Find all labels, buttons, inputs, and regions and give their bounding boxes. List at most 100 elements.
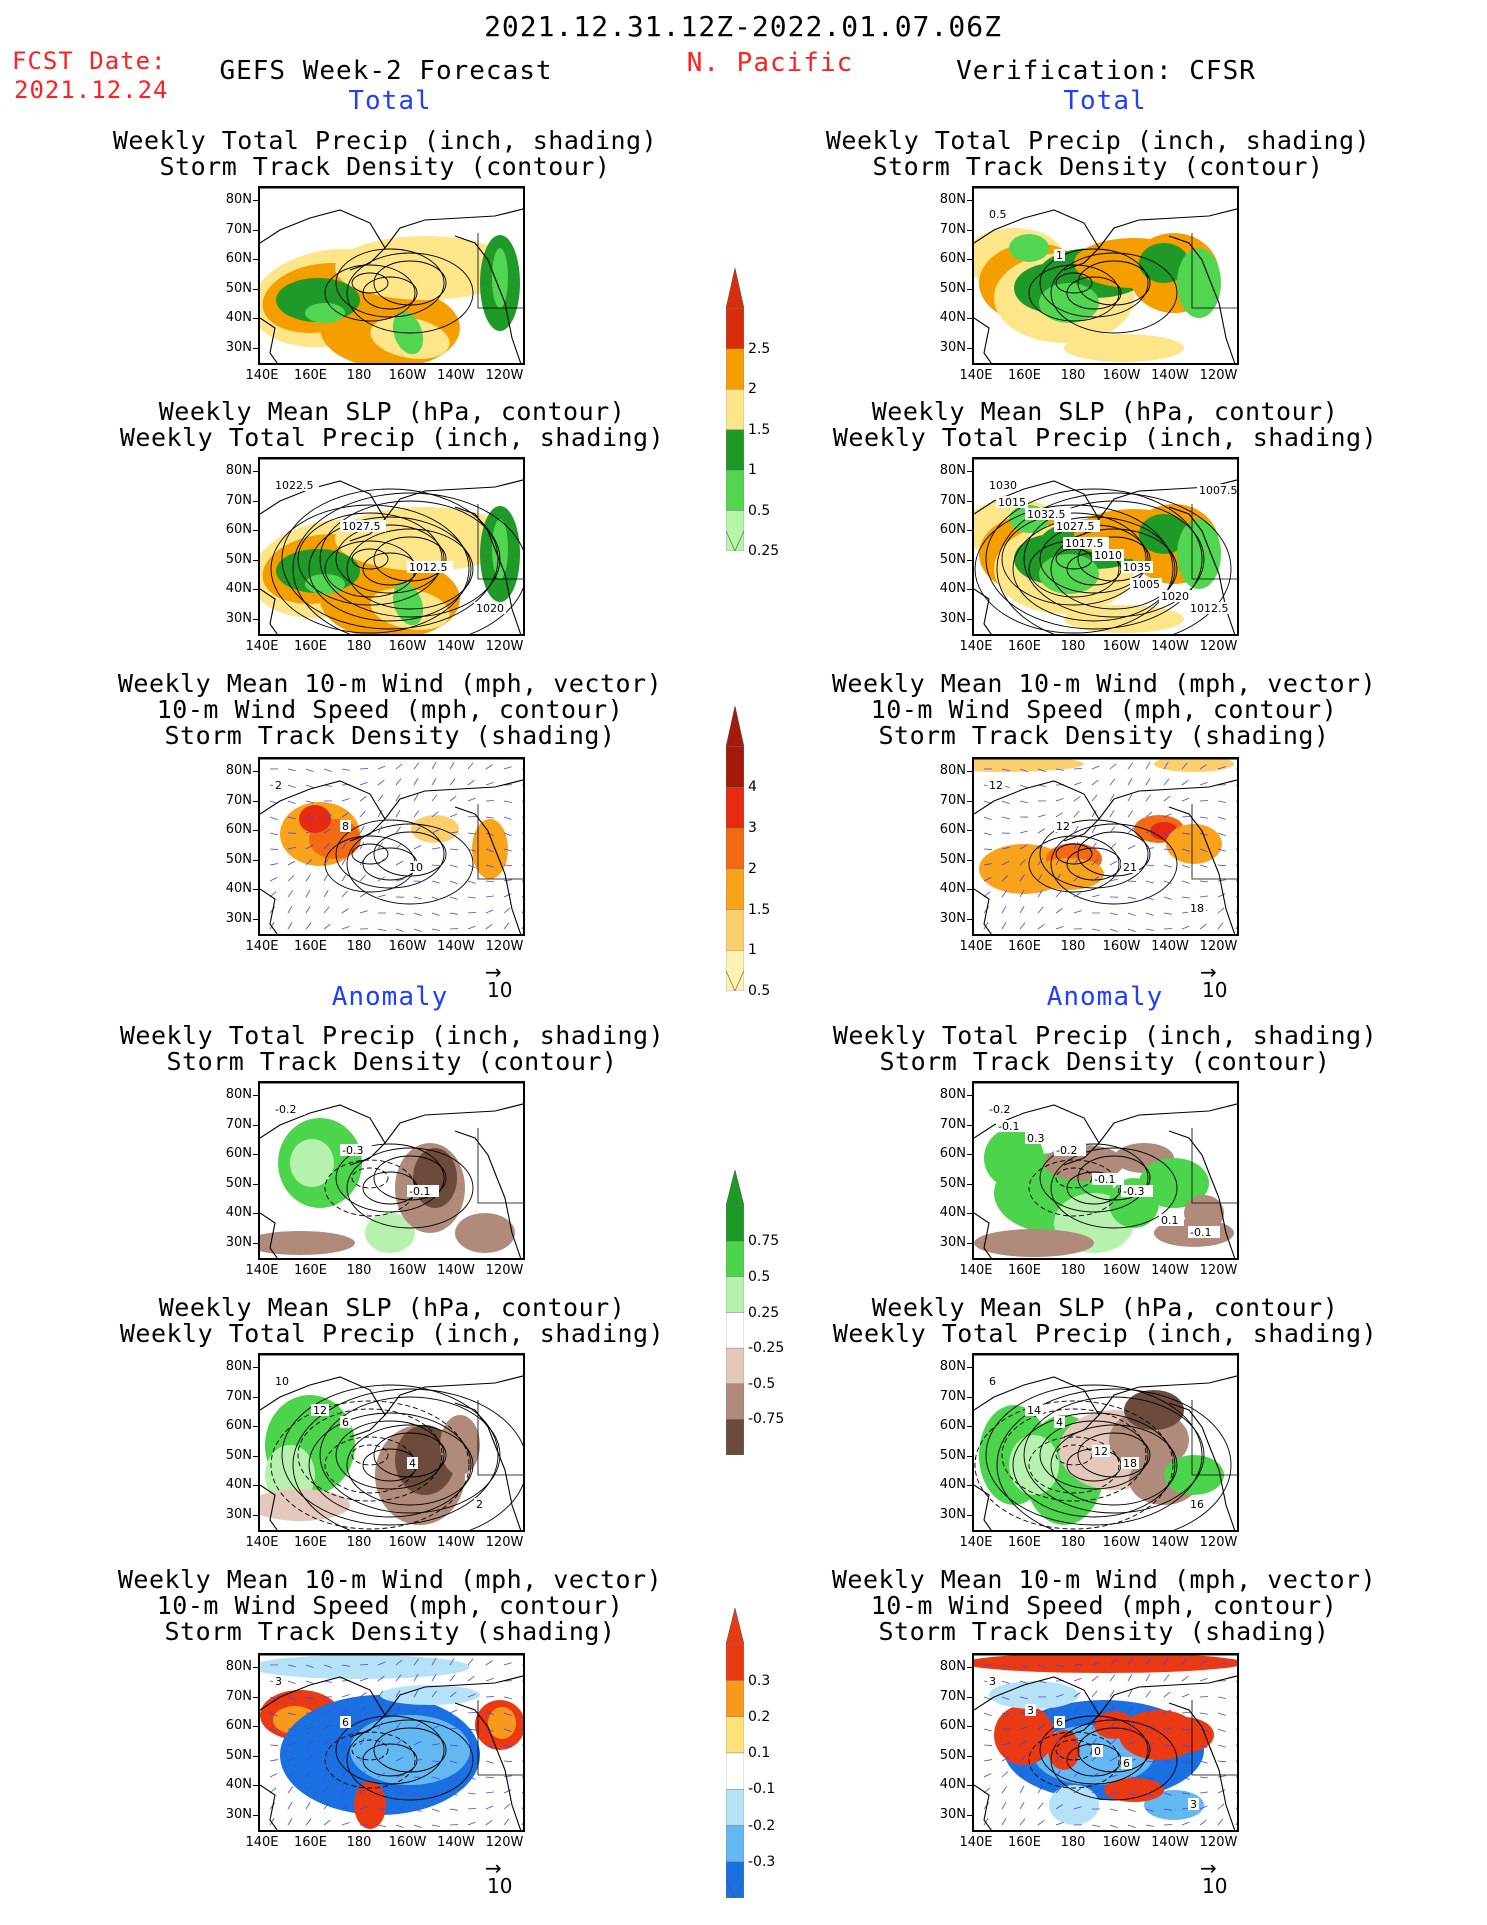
wind-vector	[1001, 1771, 1009, 1778]
wind-vector	[1091, 779, 1099, 786]
lon-tick: 140W	[1151, 1835, 1189, 1850]
contour-label: 6	[1123, 1757, 1130, 1770]
wind-vector	[521, 816, 523, 818]
contour-line	[1001, 1408, 1147, 1502]
lat-tick-mark	[967, 1814, 972, 1816]
wind-vector	[395, 928, 404, 933]
wind-vector	[1217, 864, 1227, 867]
colorbar-swatch	[725, 1825, 745, 1862]
contour-label: 12	[1056, 820, 1070, 833]
wind-vector	[1055, 1664, 1064, 1667]
wind-vector	[395, 860, 404, 866]
contour-line	[297, 512, 443, 606]
wind-vector	[449, 1776, 458, 1781]
shading-5	[305, 303, 345, 323]
wind-vector	[287, 1712, 296, 1716]
wind-vector	[485, 864, 494, 868]
title-fc-precip-total: Weekly Total Precip (inch, shading) Stor…	[112, 126, 658, 181]
lat-tick-mark	[967, 800, 972, 802]
lon-tick: 140W	[1151, 639, 1189, 654]
wind-vector	[1163, 1744, 1172, 1747]
wind-vector	[467, 1807, 477, 1810]
wind-vector	[431, 829, 440, 834]
wind-vector	[1235, 832, 1237, 834]
shading-6	[1124, 1390, 1184, 1430]
shading-7	[335, 236, 515, 300]
wind-vector	[1217, 1803, 1225, 1810]
wind-vector	[287, 890, 294, 898]
lon-tick: 140W	[1151, 368, 1189, 383]
lat-tick: 70N	[225, 1388, 252, 1404]
contour-label-bg	[407, 1457, 418, 1469]
wind-vector	[1091, 876, 1100, 882]
border-line	[477, 1128, 523, 1204]
lat-tick: 30N	[225, 610, 252, 626]
wind-vector	[1073, 1677, 1082, 1682]
lon-tick: 160W	[1102, 1535, 1141, 1550]
lat-tick-mark	[967, 347, 972, 349]
wind-vector	[1109, 1808, 1118, 1812]
contour-label: -0.2	[1056, 1144, 1077, 1157]
wind-vector	[1037, 1710, 1046, 1714]
wind-vector	[521, 800, 523, 802]
contour-line	[1050, 1424, 1178, 1506]
contour-label: 3	[1190, 1798, 1197, 1811]
contour-label-bg	[1025, 1704, 1036, 1716]
wind-vector	[1163, 864, 1172, 868]
lon-tick: 160W	[1102, 1835, 1141, 1850]
title-vf-slp-total: Weekly Mean SLP (hPa, contour) Weekly To…	[832, 397, 1378, 452]
contour-label: 1007.5	[1199, 484, 1238, 497]
wind-vector	[1001, 890, 1008, 898]
contour-label-bg	[987, 1103, 1019, 1115]
contour-label: 0	[1094, 1745, 1101, 1758]
lat-tick: 50N	[225, 1447, 252, 1463]
wind-vector	[983, 877, 992, 882]
wind-vector	[1199, 1776, 1208, 1779]
lon-tick: 180	[346, 939, 372, 954]
lon-tick: 140W	[437, 639, 475, 654]
wind-vector	[413, 762, 420, 770]
shading-0	[974, 1655, 1237, 1673]
coastline	[1063, 1714, 1100, 1738]
lat-tick: 40N	[939, 310, 966, 325]
lat-tick: 80N	[225, 763, 252, 778]
wind-vector	[983, 1759, 992, 1762]
wind-vector	[485, 1696, 495, 1698]
colorbar-label: 1	[748, 942, 757, 959]
coastline	[1063, 1414, 1100, 1438]
wind-vector	[287, 1786, 294, 1794]
wind-vector	[431, 928, 440, 931]
colorbar-swatch	[725, 1716, 745, 1754]
wind-vector	[1073, 892, 1081, 898]
lon-tick: 180	[1060, 639, 1086, 654]
lat-tick: 40N	[939, 881, 966, 896]
wind-vector	[485, 1791, 494, 1794]
wind-vector	[1109, 826, 1115, 834]
lon-tick: 160E	[293, 1535, 328, 1550]
contour-label: 3	[1027, 1704, 1034, 1717]
lon-tick: 160W	[388, 368, 427, 383]
wind-vector	[1109, 763, 1117, 770]
contour-line	[281, 488, 499, 630]
wind-vector	[359, 795, 367, 802]
wind-vector	[503, 907, 511, 914]
contour-label-bg	[1025, 1132, 1050, 1144]
wind-vector	[1127, 827, 1135, 834]
coastline	[1063, 1142, 1100, 1166]
contour-label: -0.1	[1094, 1173, 1115, 1186]
wind-vector	[449, 761, 455, 770]
wind-vector	[1127, 1689, 1133, 1698]
map-panel-fc-precip-total	[258, 186, 525, 365]
colorbar-label: -0.2	[748, 1817, 776, 1834]
wind-vector	[395, 809, 401, 818]
colorbar-swatch	[725, 868, 745, 910]
lat-tick-mark	[967, 530, 972, 531]
lat-tick-mark	[967, 1095, 972, 1096]
lon-tick: 160W	[1102, 939, 1141, 954]
wind-vector	[323, 923, 331, 930]
wind-vector	[341, 798, 350, 802]
shading-2	[365, 1213, 415, 1253]
contour-label: 1017.5	[1065, 537, 1104, 550]
colorbar-anom-track	[725, 1607, 745, 1899]
wind-vector	[485, 1819, 493, 1826]
